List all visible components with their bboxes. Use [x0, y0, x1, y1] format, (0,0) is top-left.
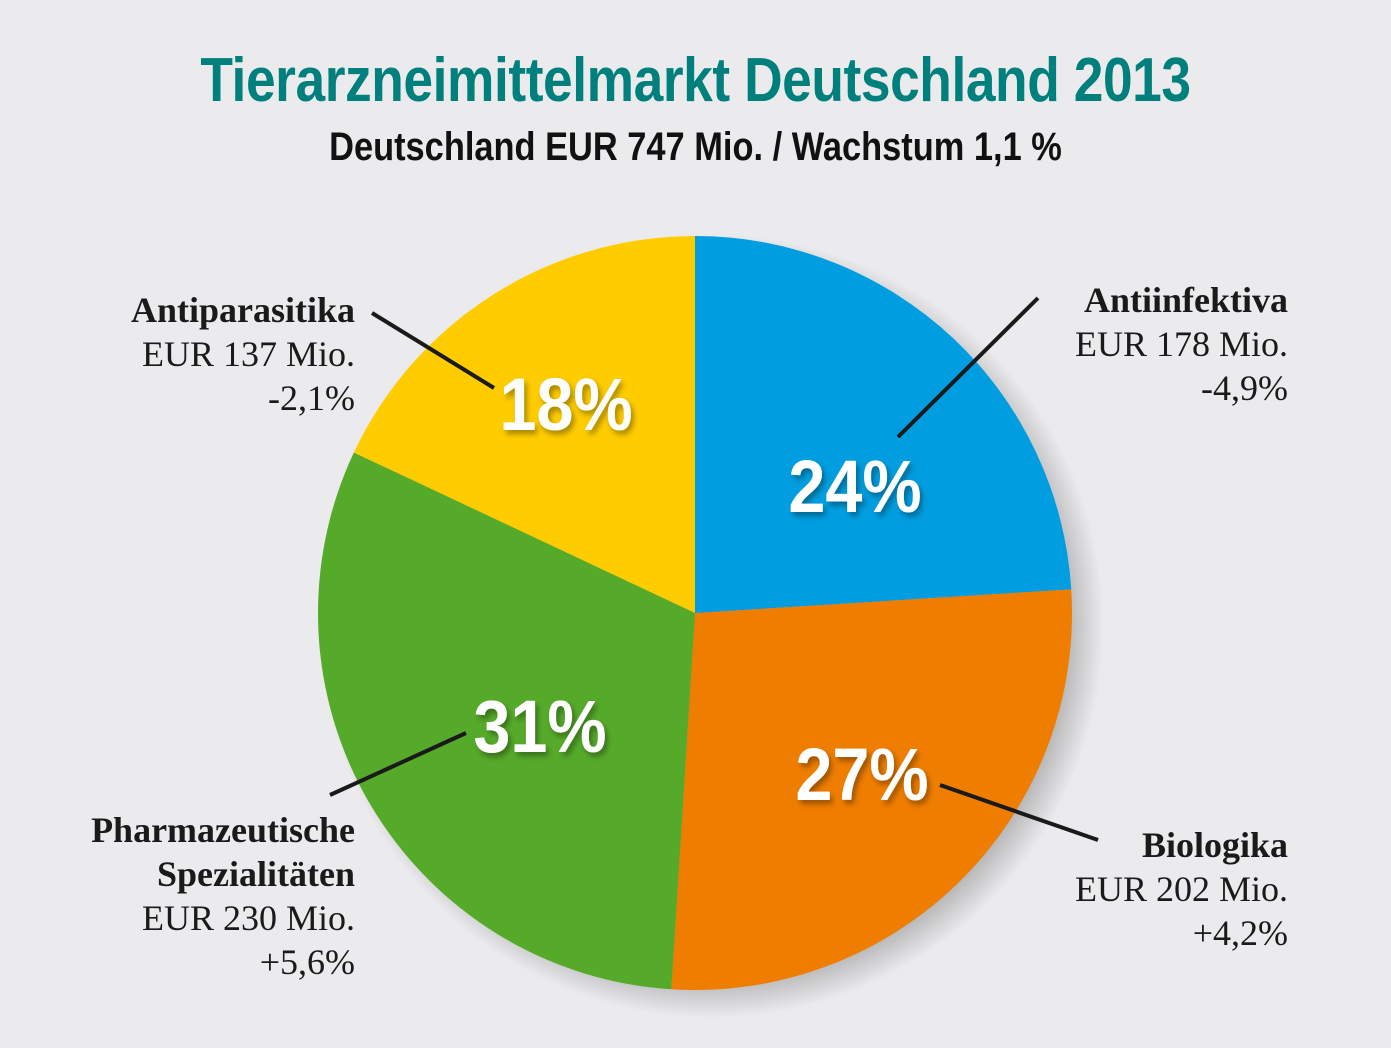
slice-growth: +4,2%: [1192, 913, 1288, 953]
percent-label: 18%: [499, 363, 632, 446]
slice-value: EUR 178 Mio.: [1074, 324, 1288, 364]
percent-labels: 24% 27% 31% 18%: [473, 363, 928, 816]
chart-subtitle: Deutschland EUR 747 Mio. / Wachstum 1,1 …: [329, 125, 1062, 169]
leader-line: [939, 783, 1099, 842]
label-biologika: Biologika EUR 202 Mio. +4,2%: [1075, 823, 1288, 955]
leader-line: [329, 731, 467, 797]
pie-slices: [317, 236, 1072, 990]
label-antiparasitika: Antiparasitika EUR 137 Mio. -2,1%: [131, 288, 355, 420]
slice-growth: -4,9%: [1201, 368, 1288, 408]
percent-label: 24%: [788, 445, 921, 528]
pie-slice-antiparasitika: [353, 236, 695, 613]
label-pharmazeutische-spezialitaeten: Pharmazeutische Spezialitäten EUR 230 Mi…: [91, 808, 355, 984]
label-antiinfektiva: Antiinfektiva EUR 178 Mio. -4,9%: [1075, 278, 1288, 410]
leader-lines: [329, 296, 1099, 842]
leader-line: [370, 311, 496, 390]
percent-label: 31%: [473, 685, 606, 768]
slice-growth: -2,1%: [268, 378, 355, 418]
slice-value: EUR 137 Mio.: [141, 334, 355, 374]
slice-name: Antiparasitika: [130, 290, 355, 330]
pie-slice-pharmazeutische-spezialit-ten: [317, 452, 695, 990]
leader-line: [896, 296, 1040, 439]
chart-title: Tierarzneimittelmarkt Deutschland 2013: [200, 46, 1191, 115]
slice-value: EUR 202 Mio.: [1074, 869, 1288, 909]
slice-name-line-2: Spezialitäten: [157, 854, 355, 894]
percent-label: 27%: [795, 733, 928, 816]
slice-value: EUR 230 Mio.: [141, 898, 355, 938]
pie-slice-antiinfektiva: [695, 236, 1072, 613]
slice-name: Biologika: [1141, 825, 1288, 865]
pie-slice-biologika: [671, 589, 1072, 990]
slice-name: Antiinfektiva: [1083, 280, 1288, 320]
slice-growth: +5,6%: [259, 942, 355, 982]
slice-name-line-1: Pharmazeutische: [91, 810, 355, 850]
